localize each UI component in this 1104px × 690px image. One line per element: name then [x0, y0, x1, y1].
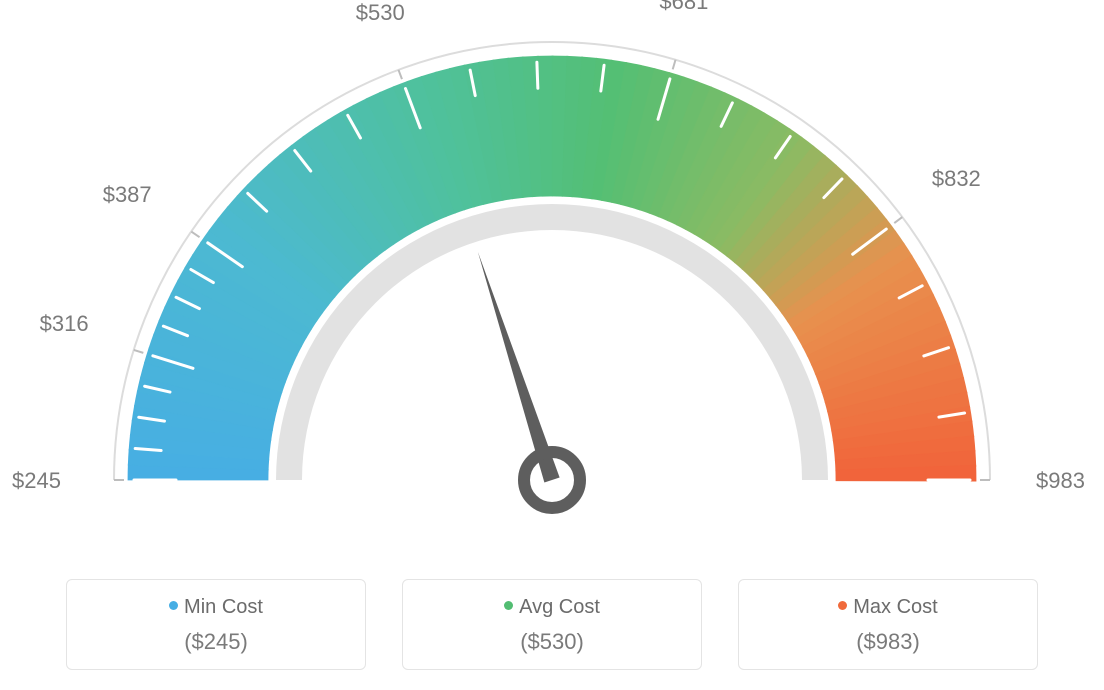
- legend-min-title: Min Cost: [67, 596, 365, 619]
- gauge-tick-label: $681: [659, 0, 708, 15]
- legend-avg-title: Avg Cost: [403, 596, 701, 619]
- legend-max-label: Max Cost: [853, 596, 937, 618]
- gauge-tick-label: $316: [40, 311, 89, 337]
- gauge-svg: [0, 0, 1104, 560]
- legend-avg-value: ($530): [403, 629, 701, 655]
- gauge-tick-label: $832: [932, 166, 981, 192]
- gauge-tick-label: $245: [12, 468, 61, 494]
- legend-max-value: ($983): [739, 629, 1037, 655]
- legend-min-box: Min Cost ($245): [66, 579, 366, 670]
- legend-min-label: Min Cost: [184, 596, 263, 618]
- legend-max-title: Max Cost: [739, 596, 1037, 619]
- legend-avg-box: Avg Cost ($530): [402, 579, 702, 670]
- gauge-tick-label: $530: [356, 0, 405, 26]
- legend-max-box: Max Cost ($983): [738, 579, 1038, 670]
- legend-row: Min Cost ($245) Avg Cost ($530) Max Cost…: [0, 579, 1104, 670]
- legend-avg-label: Avg Cost: [519, 596, 600, 618]
- gauge-chart: $245 $316 $387 $530 $681 $832 $983: [0, 0, 1104, 560]
- dot-icon: [838, 601, 847, 610]
- gauge-tick-label: $387: [103, 182, 152, 208]
- legend-min-value: ($245): [67, 629, 365, 655]
- dot-icon: [504, 601, 513, 610]
- gauge-tick-label: $983: [1036, 468, 1085, 494]
- dot-icon: [169, 601, 178, 610]
